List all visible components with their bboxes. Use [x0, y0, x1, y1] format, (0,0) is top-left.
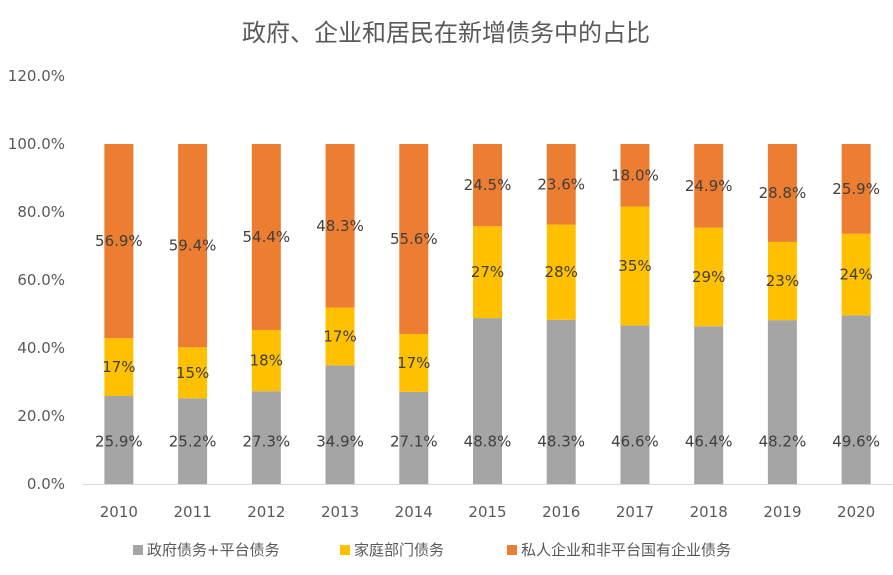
x-tick-label: 2010 [100, 503, 138, 521]
data-label: 28% [545, 263, 578, 281]
y-tick-label: 20.0% [17, 407, 65, 425]
y-tick-label: 40.0% [17, 339, 65, 357]
data-label: 24.9% [685, 177, 733, 195]
data-label: 18% [250, 352, 283, 370]
bar-segment-3-2012 [251, 144, 281, 330]
data-label: 35% [618, 257, 651, 275]
data-labels-group: 25.9% 17% 56.9% 25.2% 15% 59.4% 27.3% 18% 54.4% 3… [95, 166, 880, 450]
data-label: 18.0% [611, 166, 659, 184]
bar-segment-3-2016 [546, 144, 576, 225]
data-label: 17% [323, 327, 356, 345]
data-label: 48.8% [464, 433, 512, 451]
bar-segment-2-2012 [251, 329, 281, 392]
bar-segment-3-2014 [399, 144, 429, 335]
bar-segment-2-2010 [104, 338, 134, 396]
data-label: 24% [839, 266, 872, 284]
data-label: 23% [766, 272, 799, 290]
x-tick-label: 2012 [247, 503, 285, 521]
bar-segment-2-2014 [399, 334, 429, 392]
legend-swatch [340, 545, 350, 555]
data-label: 29% [692, 268, 725, 286]
legend-label: 家庭部门债务 [354, 541, 444, 559]
data-label: 27.3% [242, 433, 290, 451]
data-label: 17% [102, 358, 135, 376]
bar-segment-3-2018 [694, 144, 724, 228]
y-axis: 0.0% 20.0% 40.0% 60.0% 80.0% 100.0% 120.0% [8, 67, 65, 493]
data-label: 27% [471, 263, 504, 281]
bar-segment-1-2020 [841, 315, 871, 484]
data-label: 23.6% [537, 175, 585, 193]
data-label: 54.4% [242, 228, 290, 246]
bar-segment-1-2018 [694, 326, 724, 484]
x-tick-label: 2014 [395, 503, 433, 521]
bar-segment-3-2015 [473, 144, 502, 227]
bars-group [104, 144, 871, 484]
bar-segment-2-2015 [473, 226, 502, 319]
x-tick-label: 2011 [173, 503, 211, 521]
bar-segment-2-2020 [841, 233, 871, 316]
bar-segment-2-2016 [546, 224, 576, 320]
bar-segment-1-2011 [178, 398, 208, 484]
bar-segment-1-2010 [104, 395, 134, 484]
data-label: 59.4% [169, 237, 217, 255]
y-tick-label: 80.0% [17, 203, 65, 221]
bar-segment-1-2016 [546, 319, 576, 484]
data-label: 48.2% [759, 433, 807, 451]
x-tick-label: 2016 [542, 503, 580, 521]
bar-segment-3-2019 [767, 144, 797, 242]
data-label: 56.9% [95, 232, 143, 250]
x-tick-label: 2017 [616, 503, 654, 521]
bar-segment-1-2014 [399, 391, 429, 484]
bar-segment-3-2020 [841, 144, 871, 234]
bar-segment-3-2017 [620, 144, 650, 207]
data-label: 27.1% [390, 433, 438, 451]
chart-title: 政府、企业和居民在新增债务中的占比 [242, 19, 650, 47]
data-label: 15% [176, 364, 209, 382]
bar-segment-3-2010 [104, 144, 134, 339]
bar-segment-3-2011 [178, 144, 208, 348]
x-tick-label: 2018 [690, 503, 728, 521]
bar-segment-1-2013 [325, 365, 355, 484]
legend: 政府债务+平台债务 家庭部门债务 私人企业和非平台国有企业债务 [133, 541, 731, 559]
y-tick-label: 120.0% [8, 67, 65, 85]
legend-label: 政府债务+平台债务 [147, 541, 280, 559]
data-label: 17% [397, 354, 430, 372]
bar-segment-2-2013 [325, 307, 355, 366]
data-label: 46.6% [611, 433, 659, 451]
x-axis: 2010 2011 2012 2013 2014 2015 2016 2017 2018 2019… [100, 503, 875, 521]
data-label: 48.3% [537, 433, 585, 451]
data-label: 25.9% [95, 433, 143, 451]
data-label: 48.3% [316, 217, 364, 235]
bar-segment-1-2017 [620, 325, 650, 484]
bar-segment-1-2012 [251, 391, 281, 484]
data-label: 34.9% [316, 433, 364, 451]
data-label: 46.4% [685, 433, 733, 451]
bar-segment-2-2018 [694, 227, 724, 327]
x-tick-label: 2015 [468, 503, 506, 521]
bar-segment-1-2019 [767, 320, 797, 484]
bar-segment-2-2017 [620, 206, 650, 326]
legend-label: 私人企业和非平台国有企业债务 [521, 541, 731, 559]
bar-segment-2-2019 [767, 241, 797, 321]
legend-swatch [133, 545, 143, 555]
data-label: 24.5% [464, 176, 512, 194]
x-tick-label: 2019 [763, 503, 801, 521]
bar-segment-3-2013 [325, 144, 355, 308]
data-label: 49.6% [832, 433, 880, 451]
bar-segment-1-2015 [473, 318, 502, 484]
y-tick-label: 60.0% [17, 271, 65, 289]
data-label: 55.6% [390, 230, 438, 248]
y-tick-label: 0.0% [27, 475, 65, 493]
legend-swatch [507, 545, 517, 555]
x-tick-label: 2020 [837, 503, 875, 521]
data-label: 28.8% [759, 184, 807, 202]
data-label: 25.2% [169, 433, 217, 451]
y-tick-label: 100.0% [8, 135, 65, 153]
x-tick-label: 2013 [321, 503, 359, 521]
data-label: 25.9% [832, 180, 880, 198]
bar-segment-2-2011 [178, 347, 208, 399]
